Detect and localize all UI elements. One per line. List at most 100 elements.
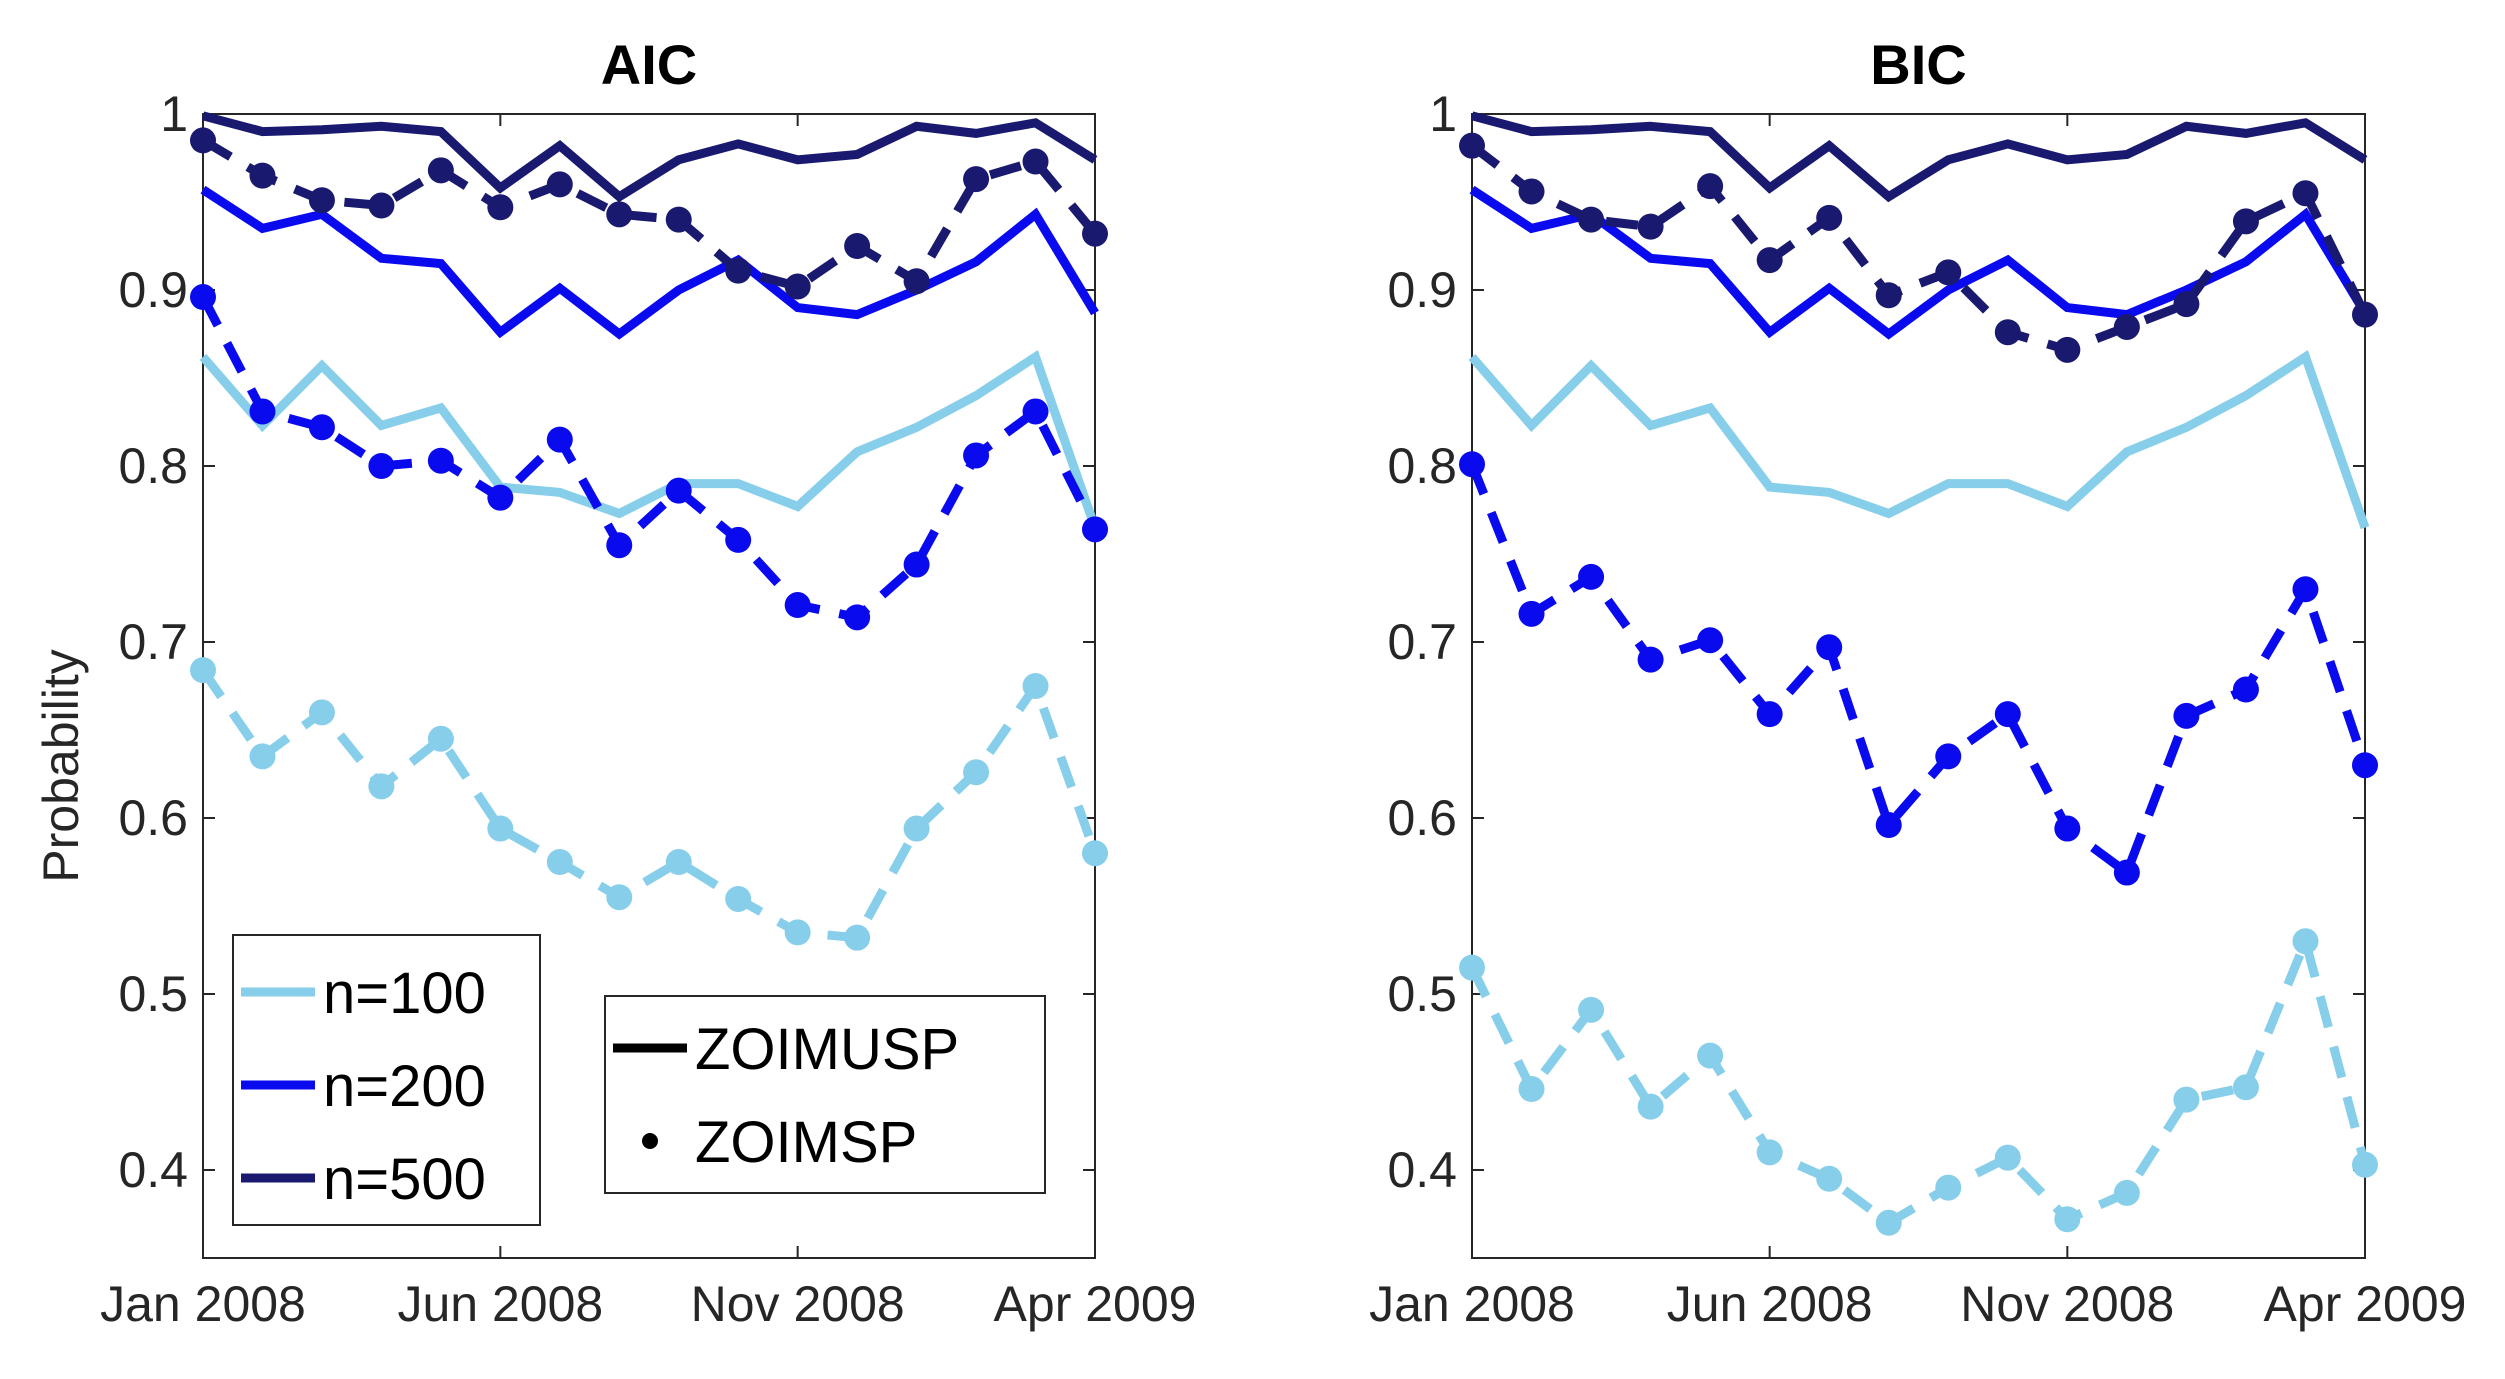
data-point-zoimsp-n-200: [1578, 563, 1605, 590]
data-point-zoimsp-n-500: [249, 162, 276, 189]
data-point-zoimsp-n-500: [308, 187, 335, 214]
axes-box: [1471, 113, 2366, 1259]
x-tick-label: Nov 2008: [691, 1276, 905, 1332]
data-point-zoimsp-n-500: [2352, 301, 2378, 328]
y-tick-label: 0.4: [118, 1142, 188, 1198]
data-point-zoimsp-n-100: [606, 884, 633, 911]
y-tick-label: 1: [160, 86, 188, 142]
data-point-zoimsp-n-500: [606, 201, 633, 228]
data-point-zoimsp-n-100: [2232, 1074, 2259, 1101]
series-line-zoimusp-n-500: [1470, 111, 2368, 203]
legend-swatch: [642, 1133, 658, 1149]
series-line-zoimusp-n-200: [1469, 185, 2369, 340]
legend-label: n=100: [323, 961, 486, 1026]
y-tick-label: 0.4: [1387, 1142, 1457, 1198]
legend-label: n=200: [323, 1054, 486, 1119]
data-point-zoimsp-n-100: [725, 885, 752, 912]
data-point-zoimsp-n-500: [844, 233, 871, 259]
data-point-zoimsp-n-500: [2292, 180, 2319, 207]
data-point-zoimsp-n-100: [2173, 1086, 2200, 1113]
data-point-zoimsp-n-500: [2113, 313, 2140, 340]
data-point-zoimsp-n-200: [1875, 812, 1902, 839]
legend-sample-size: n=100 n=200 n=500: [232, 934, 541, 1226]
data-point-zoimsp-n-100: [844, 924, 871, 951]
x-tick-label: Jun 2008: [1667, 1276, 1873, 1332]
data-point-zoimsp-n-200: [2292, 576, 2319, 603]
data-point-zoimsp-n-100: [1518, 1076, 1545, 1103]
data-point-zoimsp-n-100: [1994, 1144, 2021, 1171]
data-point-zoimsp-n-500: [1756, 247, 1783, 274]
data-point-zoimsp-n-200: [190, 284, 216, 311]
data-point-zoimsp-n-100: [1637, 1093, 1664, 1120]
data-point-zoimsp-n-500: [1082, 220, 1108, 247]
data-point-zoimsp-n-100: [2352, 1151, 2378, 1178]
data-point-zoimsp-n-200: [2352, 752, 2378, 779]
data-point-zoimsp-n-200: [1756, 701, 1783, 728]
series-line-zoimsp-n-200: [1467, 462, 2370, 880]
x-tick-label: Apr 2009: [994, 1276, 1197, 1332]
data-point-zoimsp-n-500: [1637, 213, 1664, 240]
y-tick-label: 0.7: [118, 614, 188, 670]
data-point-zoimsp-n-500: [368, 192, 395, 219]
data-point-zoimsp-n-100: [1578, 996, 1605, 1023]
data-point-zoimsp-n-500: [427, 157, 454, 184]
data-point-zoimsp-n-200: [903, 551, 930, 578]
y-axis-label: Probability: [33, 649, 89, 882]
data-point-zoimsp-n-200: [2173, 702, 2200, 729]
legend-box: [604, 995, 1046, 1194]
y-tick-label: 0.7: [1387, 614, 1457, 670]
data-point-zoimsp-n-200: [1459, 451, 1485, 478]
series-line-zoimusp-n-100: [199, 349, 1100, 530]
series-line-zoimusp-n-100: [1468, 350, 2370, 530]
legend-label: ZOIMSP: [695, 1110, 917, 1175]
chart-panel-bic: 0.4 0.5 0.6 0.7 0.8 0.9 1 Jan 2008 Jun 2008 Nov 2…: [1369, 33, 2466, 1332]
data-point-zoimsp-n-200: [665, 477, 692, 504]
legend-model: ZOIMUSP ZOIMSP: [604, 995, 1046, 1194]
data-point-zoimsp-n-500: [665, 206, 692, 233]
data-point-zoimsp-n-500: [546, 171, 573, 198]
data-point-zoimsp-n-100: [1459, 954, 1485, 981]
legend-label: n=500: [323, 1147, 486, 1212]
data-point-zoimsp-n-100: [963, 759, 990, 786]
series-line-zoimsp-n-500: [1469, 142, 2370, 355]
series-line-zoimsp-n-500: [200, 136, 1099, 292]
data-point-zoimsp-n-500: [1935, 259, 1962, 286]
x-tick-label: Jan 2008: [100, 1276, 306, 1332]
data-point-zoimsp-n-500: [1022, 148, 1049, 175]
data-point-zoimsp-n-100: [2292, 928, 2319, 955]
data-point-zoimsp-n-100: [546, 849, 573, 875]
data-point-zoimsp-n-200: [1697, 627, 1724, 654]
data-point-zoimsp-n-100: [487, 815, 514, 842]
data-point-zoimsp-n-500: [1875, 282, 1902, 309]
data-point-zoimsp-n-500: [2054, 336, 2081, 363]
series-line-zoimusp-n-200: [200, 185, 1099, 340]
data-point-zoimsp-n-500: [1459, 132, 1485, 159]
data-point-zoimsp-n-200: [784, 592, 811, 619]
legend-label: ZOIMUSP: [695, 1017, 959, 1082]
data-point-zoimsp-n-200: [249, 398, 276, 425]
data-point-zoimsp-n-200: [2054, 815, 2081, 842]
data-point-zoimsp-n-200: [308, 414, 335, 441]
data-point-zoimsp-n-500: [2232, 208, 2259, 235]
data-point-zoimsp-n-500: [190, 127, 216, 154]
data-point-zoimsp-n-100: [427, 725, 454, 752]
y-tick-label: 0.5: [118, 966, 188, 1022]
series-line-zoimsp-n-100: [199, 667, 1100, 943]
data-point-zoimsp-n-500: [1816, 204, 1843, 231]
data-point-zoimsp-n-200: [368, 453, 395, 479]
series-line-zoimsp-n-100: [1467, 927, 2370, 1229]
data-point-zoimsp-n-100: [190, 657, 216, 684]
x-tick-label: Jun 2008: [397, 1276, 603, 1332]
data-point-zoimsp-n-500: [903, 268, 930, 295]
data-point-zoimsp-n-200: [725, 526, 752, 553]
y-tick-label: 0.5: [1387, 966, 1457, 1022]
data-point-zoimsp-n-200: [1518, 600, 1545, 627]
axes-box: [202, 113, 1096, 1259]
data-point-zoimsp-n-200: [546, 426, 573, 453]
data-point-zoimsp-n-200: [844, 604, 871, 631]
chart-panel-aic: 0.4 0.5 0.6 0.7 0.8 0.9 1 Jan 2008 Jun 2008 Nov 2…: [33, 33, 1196, 1332]
data-point-zoimsp-n-200: [1082, 516, 1108, 543]
data-point-zoimsp-n-200: [606, 532, 633, 559]
data-point-zoimsp-n-500: [1697, 173, 1724, 200]
data-point-zoimsp-n-100: [2054, 1206, 2081, 1233]
